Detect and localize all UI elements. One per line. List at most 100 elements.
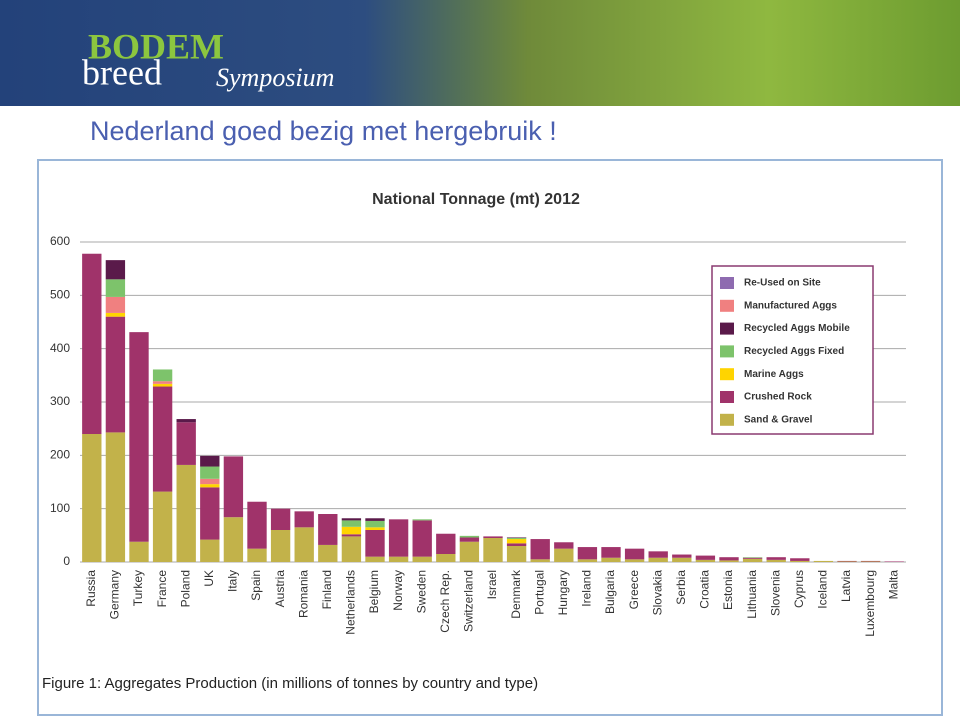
bar-segment: [412, 556, 432, 562]
bar-segment: [554, 542, 574, 549]
logo-top: BODEM: [88, 26, 224, 66]
bar-segment: [105, 296, 126, 313]
legend-swatch: [720, 368, 734, 381]
legend-swatch: [720, 322, 734, 335]
x-tick-label: Cyprus: [792, 570, 806, 608]
bar-segment: [554, 548, 574, 562]
bar-segment: [837, 561, 857, 562]
caption: Figure 1: Aggregates Production (in mill…: [42, 675, 538, 692]
bar-segment: [648, 557, 668, 562]
bar-segment: [82, 434, 102, 562]
x-tick-label: Hungary: [556, 570, 570, 615]
logo-right: Symposium: [216, 63, 334, 92]
bar-segment: [105, 432, 126, 562]
y-tick-label: 0: [63, 554, 70, 568]
bar-segment: [294, 527, 314, 562]
x-tick-label: Ireland: [580, 570, 594, 607]
bar-segment: [247, 548, 267, 562]
legend-label: Marine Aggs: [744, 369, 804, 380]
x-tick-label: Turkey: [131, 570, 145, 606]
x-tick-label: Switzerland: [462, 570, 476, 632]
bar-segment: [648, 551, 668, 558]
bar-segment: [742, 557, 763, 558]
x-tick-label: Portugal: [532, 570, 546, 615]
bar-segment: [672, 554, 692, 558]
bar-segment: [152, 386, 173, 492]
bar-segment: [365, 556, 385, 562]
y-tick-label: 200: [50, 448, 70, 462]
x-tick-label: Croatia: [698, 570, 712, 609]
bar-segment: [790, 560, 810, 562]
x-tick-label: Italy: [226, 570, 240, 592]
bar-segment: [365, 518, 385, 521]
x-tick-label: Lithuania: [745, 570, 759, 619]
legend-swatch: [720, 277, 734, 289]
chart-title: National Tonnage (mt) 2012: [372, 191, 580, 208]
bar-segment: [341, 526, 362, 535]
bar-segment: [742, 557, 763, 559]
bar-segment: [813, 560, 834, 562]
x-tick-label: Netherlands: [344, 570, 358, 635]
x-tick-label: Malta: [886, 570, 900, 600]
bar-segment: [577, 559, 598, 562]
bar-segment: [176, 422, 196, 465]
bar-segment: [105, 279, 126, 297]
bar-segment: [695, 555, 716, 560]
bar-segment: [318, 514, 338, 545]
bar-segment: [719, 557, 739, 561]
bar-segment: [341, 520, 362, 527]
bar-segment: [129, 332, 149, 542]
bar-segment: [530, 539, 550, 560]
bar-segment: [459, 541, 480, 562]
bar-segment: [483, 536, 503, 538]
bar-segment: [223, 517, 244, 562]
x-tick-label: Iceland: [816, 570, 830, 609]
x-tick-label: Belgium: [367, 570, 381, 613]
legend-swatch: [720, 345, 734, 358]
x-tick-label: Denmark: [509, 569, 523, 619]
bar-segment: [624, 548, 645, 560]
bar-segment: [341, 536, 362, 562]
bar-segment: [766, 557, 786, 560]
bar-segment: [530, 559, 550, 562]
bar-segment: [506, 546, 527, 562]
legend-label: Recycled Aggs Mobile: [744, 323, 850, 334]
x-tick-label: Serbia: [674, 570, 688, 605]
bar-segment: [860, 560, 881, 562]
logo-left: breed: [82, 52, 162, 92]
slide-title: Nederland goed bezig met hergebruik !: [90, 116, 557, 146]
bar-segment: [388, 519, 409, 557]
x-tick-label: UK: [202, 570, 216, 587]
y-tick-label: 500: [50, 288, 70, 302]
bar-segment: [200, 478, 220, 485]
bar-segment: [200, 484, 220, 488]
bar-segment: [341, 534, 362, 537]
bar-segment: [506, 539, 527, 544]
bar-segment: [200, 466, 220, 479]
bar-segment: [341, 518, 362, 521]
bar-segment: [624, 559, 645, 562]
bar-segment: [742, 558, 763, 562]
x-tick-label: Austria: [273, 570, 287, 608]
y-tick-label: 100: [50, 501, 70, 515]
bar-segment: [200, 539, 220, 562]
bar-segment: [152, 491, 173, 562]
x-tick-label: Norway: [391, 570, 405, 611]
y-tick-label: 300: [50, 394, 70, 408]
legend-label: Re-Used on Site: [744, 278, 821, 289]
bar-segment: [790, 558, 810, 561]
bar-segment: [270, 530, 291, 562]
legend-swatch: [720, 299, 734, 312]
bar-segment: [436, 554, 456, 562]
bar-segment: [247, 501, 267, 549]
bar-segment: [82, 253, 102, 434]
bar-segment: [129, 541, 149, 562]
bar-segment: [200, 487, 220, 540]
bar-segment: [365, 530, 385, 557]
plot: 0 100 200 300 400 500 600 Russia Germany Turkey Fr…: [50, 234, 906, 637]
legend-swatch: [720, 391, 734, 403]
x-tick-label: Israel: [485, 570, 499, 599]
bar-segment: [176, 419, 196, 423]
x-tick-label: Bulgaria: [603, 570, 617, 614]
x-tick-label: Germany: [108, 570, 122, 619]
